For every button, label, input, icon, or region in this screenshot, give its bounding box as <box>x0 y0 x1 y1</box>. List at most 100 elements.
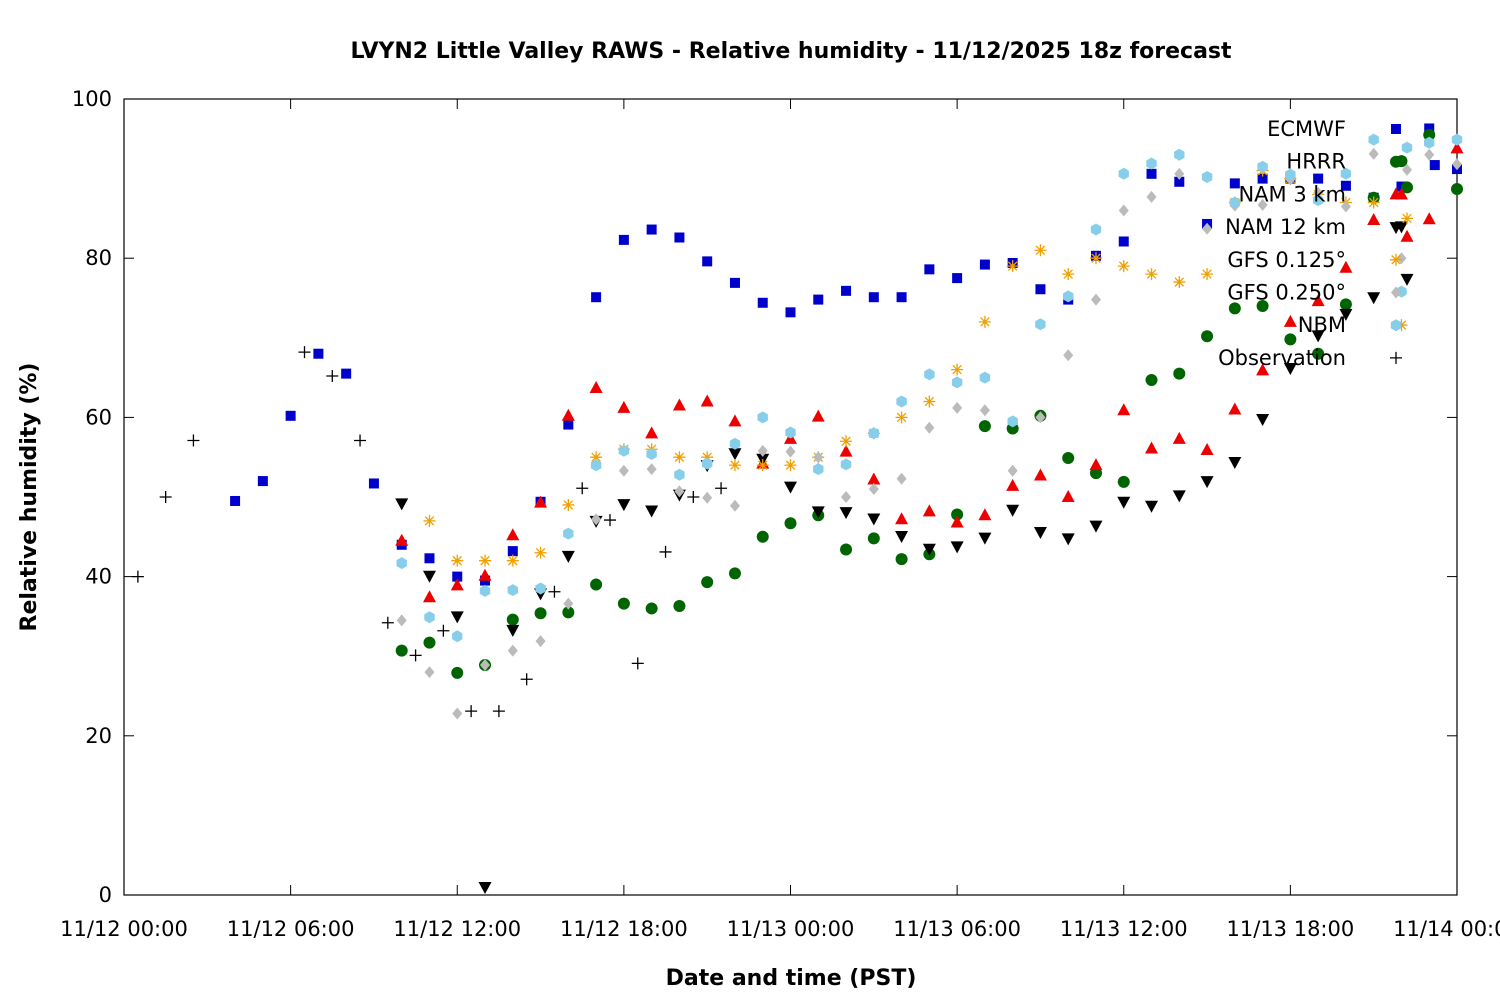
legend-marker <box>1389 222 1403 235</box>
data-point <box>659 545 672 558</box>
data-point <box>1200 443 1214 456</box>
data-point <box>1368 133 1379 146</box>
data-point <box>978 315 991 328</box>
data-point <box>728 567 741 580</box>
data-point <box>591 292 602 303</box>
data-point <box>1146 157 1157 170</box>
data-point <box>645 505 659 518</box>
data-point <box>702 491 713 504</box>
data-point <box>950 515 964 528</box>
data-point <box>422 570 436 583</box>
data-point <box>423 636 436 649</box>
legend-label: HRRR <box>1286 150 1346 174</box>
legend-label: NAM 3 km <box>1238 182 1346 206</box>
data-point <box>1035 318 1046 331</box>
data-point <box>618 234 629 245</box>
data-point <box>702 256 713 267</box>
data-point <box>1257 173 1268 184</box>
data-point <box>1256 363 1270 376</box>
data-point <box>1256 413 1270 426</box>
data-point <box>922 543 936 556</box>
data-point <box>548 585 561 598</box>
data-point <box>520 673 533 686</box>
data-point <box>1035 284 1046 295</box>
data-point <box>313 348 324 359</box>
data-point <box>645 426 659 439</box>
legend-marker <box>1390 155 1402 168</box>
data-point <box>840 435 853 448</box>
data-point <box>589 380 603 393</box>
data-point <box>1401 181 1414 194</box>
x-tick-label: 11/12 00:00 <box>60 917 188 941</box>
data-point <box>1062 451 1075 464</box>
data-point <box>1423 128 1436 141</box>
data-point <box>506 528 520 541</box>
data-point <box>1339 260 1353 273</box>
data-point <box>465 705 478 718</box>
data-point <box>978 420 991 433</box>
data-point <box>978 532 992 545</box>
data-point <box>674 485 685 498</box>
x-axis-label: Date and time (PST) <box>666 966 917 991</box>
data-point <box>1451 133 1463 146</box>
data-point <box>1340 200 1351 213</box>
data-point <box>1452 158 1462 171</box>
data-point <box>867 532 880 545</box>
data-point <box>1145 500 1159 513</box>
data-point <box>1118 204 1129 217</box>
legend-marker <box>1391 124 1401 134</box>
data-point <box>701 451 714 464</box>
data-point <box>839 444 853 457</box>
data-point <box>1284 333 1297 346</box>
legend-marker <box>1390 253 1402 266</box>
data-point <box>535 635 546 648</box>
data-point <box>951 376 963 389</box>
axis-ticks: 0 20 40 60 80 100 11/12 00:00 11/12 06:00 11/12 … <box>60 87 1500 941</box>
data-point <box>409 649 422 662</box>
data-point <box>1006 478 1020 491</box>
data-point <box>1257 198 1268 211</box>
data-point <box>1450 141 1464 154</box>
data-point <box>1424 136 1435 149</box>
data-point <box>1117 496 1131 509</box>
data-point <box>785 445 796 458</box>
data-point <box>729 437 741 450</box>
data-point <box>1201 171 1213 183</box>
data-point <box>1285 168 1296 181</box>
data-point <box>603 514 616 527</box>
data-point <box>813 451 824 464</box>
data-point <box>591 513 602 526</box>
data-point <box>811 409 825 422</box>
data-point <box>1145 441 1159 454</box>
data-point <box>950 541 964 554</box>
data-point <box>813 463 824 476</box>
data-point <box>341 368 352 379</box>
data-point <box>1201 330 1214 343</box>
data-point <box>617 499 631 512</box>
data-point <box>895 512 909 525</box>
data-point <box>979 404 990 417</box>
data-point <box>896 395 907 408</box>
data-point <box>478 568 492 581</box>
data-point <box>1117 260 1130 273</box>
data-point <box>839 507 853 520</box>
legend-label: ECMWF <box>1267 117 1346 141</box>
data-point <box>1313 173 1324 184</box>
data-point <box>1340 180 1351 191</box>
data-point <box>1118 236 1129 247</box>
data-point <box>1311 330 1325 343</box>
y-tick-label: 80 <box>85 246 112 270</box>
data-point <box>1202 222 1213 235</box>
data-point <box>841 285 852 296</box>
data-point <box>1400 229 1414 242</box>
data-point <box>895 531 909 544</box>
data-point <box>563 527 574 540</box>
data-point <box>1146 168 1157 179</box>
data-point <box>1007 415 1018 428</box>
data-point <box>1395 319 1408 332</box>
data-point <box>868 292 879 303</box>
data-point <box>507 584 518 597</box>
x-tick-label: 11/13 00:00 <box>727 917 855 941</box>
data-point <box>1396 252 1407 265</box>
data-point <box>1422 212 1436 225</box>
